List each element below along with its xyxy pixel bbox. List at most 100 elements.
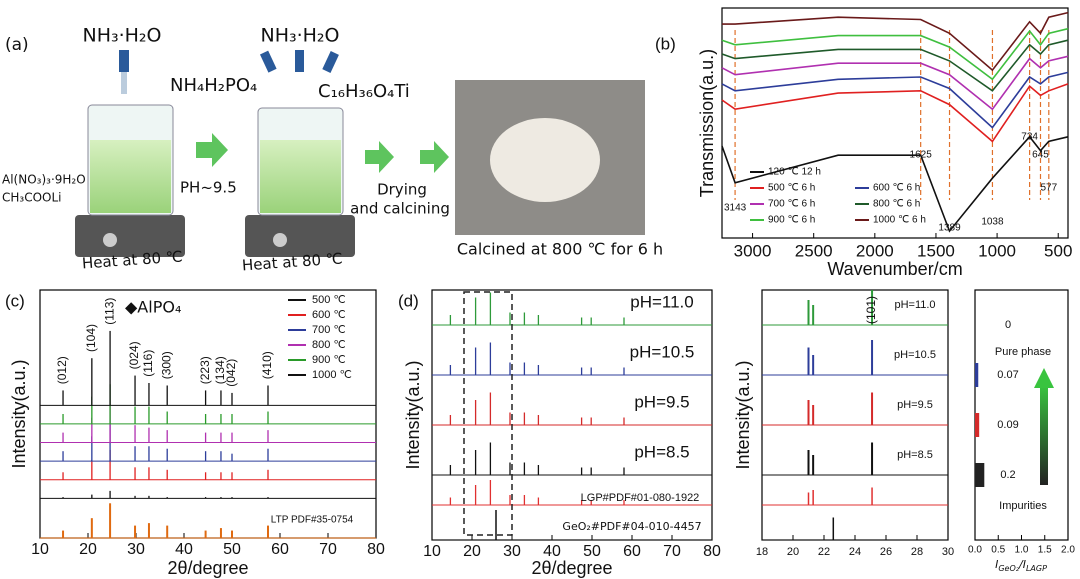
spectrum — [721, 55, 1069, 111]
step: Drying — [377, 181, 427, 199]
arrow — [196, 133, 228, 167]
y-axis-label: Intensity(a.u.) — [403, 360, 423, 469]
y-axis-label: Intensity(a.u.) — [9, 359, 29, 468]
hkl-label: (012) — [55, 356, 69, 384]
x-tick-label: 1.0 — [1015, 545, 1029, 556]
x-tick-label: 80 — [367, 541, 385, 558]
hkl-label: (024) — [127, 341, 141, 369]
hotplate — [245, 215, 355, 257]
reagent: C₁₆H₃₆O₄Ti — [318, 81, 410, 102]
plot-frame — [761, 289, 949, 541]
x-tick-label: 3000 — [734, 241, 772, 260]
knob — [103, 233, 117, 247]
liquid — [90, 140, 171, 213]
x-tick-label: 10 — [31, 541, 49, 558]
x-tick-label: 60 — [623, 543, 641, 560]
annotation: (101) — [864, 296, 878, 324]
precursor: Al(NO₃)₃·9H₂O — [2, 173, 86, 187]
x-tick-label: 20 — [79, 541, 97, 558]
reagent: NH₃·H₂O — [82, 25, 161, 47]
spectrum — [721, 39, 1069, 92]
annotation: Impurities — [999, 500, 1047, 512]
x-tick-label: 2.0 — [1061, 545, 1075, 556]
spectrum — [721, 83, 1069, 143]
reference-label: LGP#PDF#01-080-1922 — [581, 492, 700, 504]
value-label: 0 — [1005, 319, 1011, 331]
series-label: pH=8.5 — [897, 449, 933, 461]
arrow — [365, 141, 394, 173]
liquid — [260, 140, 341, 213]
reagent: NH₄H₂PO₄ — [170, 75, 257, 96]
zoom-box — [463, 291, 513, 536]
reference-label: GeO₂#PDF#04-010-4457 — [562, 520, 701, 533]
hkl-label: (223) — [198, 356, 212, 384]
x-tick-label: 80 — [703, 543, 721, 560]
x-tick-label: 0.5 — [991, 545, 1005, 556]
series-label: pH=11.0 — [630, 292, 693, 311]
x-tick-label: 50 — [223, 541, 241, 558]
x-axis-label-part: LAGP — [1026, 564, 1047, 573]
x-tick-label: 1000 — [978, 241, 1016, 260]
legend-label: 800 ℃ — [312, 339, 346, 351]
x-tick-label: 0.0 — [968, 545, 982, 556]
hkl-label: (410) — [260, 351, 274, 379]
hkl-label: (042) — [224, 359, 238, 387]
legend-label: 500 ℃ — [312, 294, 346, 306]
legend-label: 700 ℃ — [312, 324, 346, 336]
arrow-head — [1034, 368, 1054, 388]
legend-label: 600 ℃ — [312, 309, 346, 321]
peak-label: 1389 — [938, 223, 961, 234]
x-axis-label-part: /I — [1018, 558, 1026, 571]
series-label: pH=8.5 — [634, 442, 689, 461]
bar — [975, 363, 979, 387]
x-tick-label: 40 — [175, 541, 193, 558]
panel-label: (b) — [655, 34, 676, 53]
x-tick-label: 70 — [319, 541, 337, 558]
impurity-label: ◆AlPO₄ — [125, 298, 181, 317]
x-tick-label: 18 — [756, 546, 768, 558]
x-tick-label: 20 — [463, 543, 481, 560]
x-tick-label: 500 — [1044, 241, 1072, 260]
hotplate — [75, 215, 185, 257]
value-label: 0.09 — [997, 419, 1018, 431]
series-label: pH=10.5 — [894, 349, 936, 361]
dropper — [259, 50, 339, 73]
x-axis-label: 2θ/degree — [531, 558, 612, 578]
x-tick-label: 60 — [271, 541, 289, 558]
hkl-label: (113) — [102, 298, 116, 325]
spectrum — [721, 135, 1069, 233]
precursor: CH₃COOLi — [2, 191, 62, 205]
series-label: pH=9.5 — [897, 399, 933, 411]
legend-label: 120 ℃ 12 h — [768, 167, 821, 178]
peak-label: 577 — [1040, 183, 1057, 194]
x-axis-label-part: I — [995, 558, 998, 571]
legend-label: 1000 ℃ 6 h — [873, 215, 926, 226]
legend-label: 900 ℃ — [312, 354, 346, 366]
bar — [975, 463, 985, 487]
peak-label: 3143 — [724, 203, 747, 214]
annotation: Pure phase — [995, 346, 1051, 358]
x-tick-label: 22 — [818, 546, 830, 558]
x-tick-label: 30 — [503, 543, 521, 560]
x-tick-label: 26 — [880, 546, 892, 558]
x-axis-label: IGeO₂/ILAGP — [995, 558, 1047, 573]
x-tick-label: 30 — [127, 541, 145, 558]
plot-frame — [721, 7, 1069, 239]
dropper — [119, 50, 129, 94]
peak-label: 1038 — [981, 217, 1004, 228]
hkl-label: (104) — [84, 324, 98, 352]
x-tick-label: 2500 — [795, 241, 833, 260]
powder — [490, 118, 600, 202]
reference-label: LTP PDF#35-0754 — [271, 515, 354, 526]
x-axis-label: Wavenumber/cm — [827, 259, 962, 279]
x-tick-label: 1.5 — [1038, 545, 1052, 556]
peak-label: 645 — [1032, 150, 1049, 161]
legend-label: 900 ℃ 6 h — [768, 215, 815, 226]
legend-label: 600 ℃ 6 h — [873, 183, 920, 194]
series-label: pH=9.5 — [634, 392, 689, 411]
panel-label: (c) — [5, 291, 25, 310]
x-tick-label: 24 — [849, 546, 861, 558]
x-tick-label: 20 — [787, 546, 799, 558]
x-tick-label: 40 — [543, 543, 561, 560]
